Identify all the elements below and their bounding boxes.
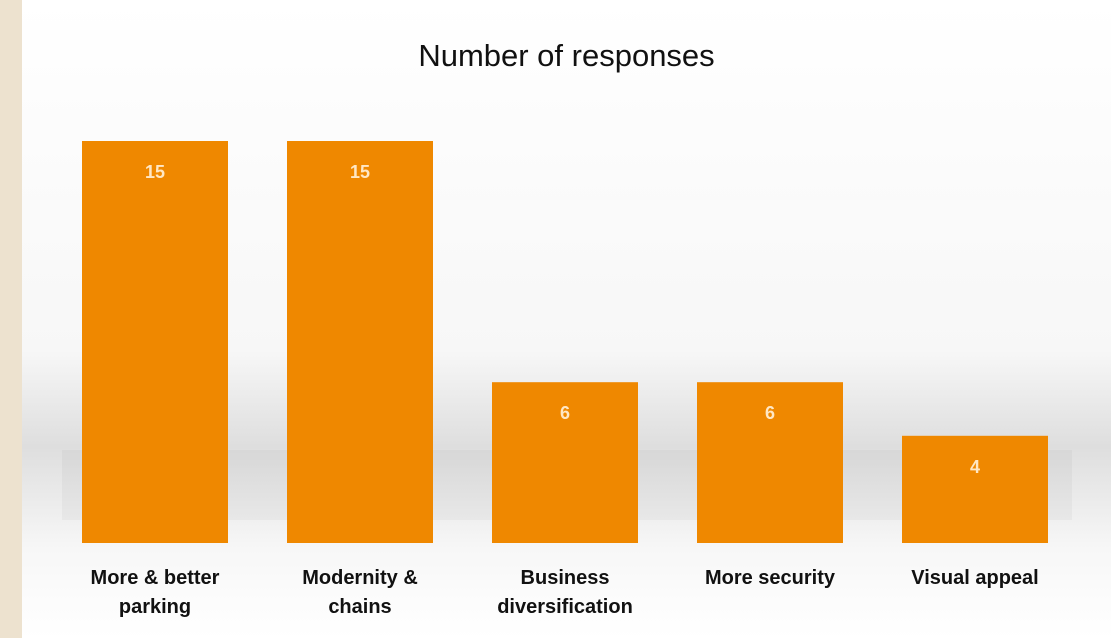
x-tick-label: Visual appeal bbox=[880, 564, 1070, 593]
x-tick-label-line: chains bbox=[328, 596, 392, 618]
bar bbox=[287, 141, 433, 543]
chart-title: Number of responses bbox=[418, 38, 715, 73]
bar-value-label: 6 bbox=[765, 403, 775, 423]
bar bbox=[902, 435, 1048, 543]
x-tick-label-line: Visual appeal bbox=[911, 567, 1039, 589]
bar bbox=[492, 382, 638, 543]
x-tick-label-line: Business bbox=[520, 567, 610, 589]
bar-value-label: 15 bbox=[350, 162, 370, 182]
x-tick-label-line: diversification bbox=[497, 596, 633, 618]
chart-panel: Number of responses 15 15 6 6 4 More & bette… bbox=[22, 0, 1111, 638]
bar-value-label: 6 bbox=[560, 403, 570, 423]
bar-value-label: 4 bbox=[970, 457, 980, 477]
x-tick-label: More security bbox=[675, 564, 865, 593]
bar-chart: 15 15 6 6 4 bbox=[82, 141, 1048, 543]
x-tick-label-line: parking bbox=[118, 596, 192, 618]
bar bbox=[82, 141, 228, 543]
x-tick-label-line: Modernity & bbox=[302, 567, 418, 589]
bar-value-label: 15 bbox=[145, 162, 165, 182]
x-tick-label: Business diversification bbox=[470, 564, 660, 622]
bar bbox=[697, 382, 843, 543]
x-tick-label-line: More security bbox=[704, 567, 836, 589]
x-tick-label-line: More & better bbox=[90, 567, 220, 589]
x-tick-label: Modernity & chains bbox=[265, 564, 455, 622]
x-tick-label: More & better parking bbox=[60, 564, 250, 622]
